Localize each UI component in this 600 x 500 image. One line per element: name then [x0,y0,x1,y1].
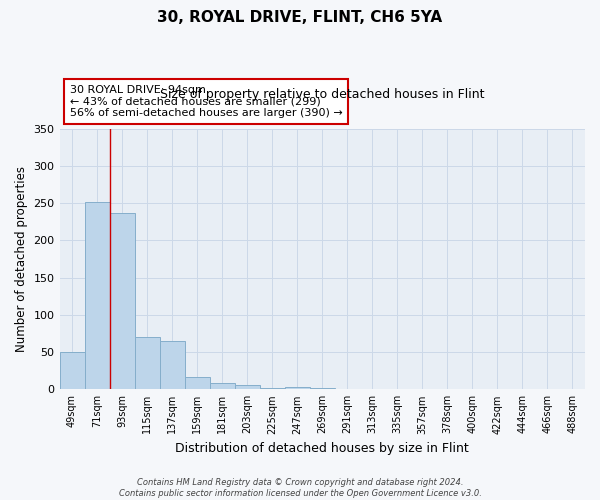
X-axis label: Distribution of detached houses by size in Flint: Distribution of detached houses by size … [175,442,469,455]
Bar [85,202,110,390]
Text: 30, ROYAL DRIVE, FLINT, CH6 5YA: 30, ROYAL DRIVE, FLINT, CH6 5YA [157,10,443,25]
Bar [310,388,335,390]
Bar [185,376,209,390]
Text: 30 ROYAL DRIVE: 94sqm
← 43% of detached houses are smaller (299)
56% of semi-det: 30 ROYAL DRIVE: 94sqm ← 43% of detached … [70,85,343,118]
Bar [235,385,260,390]
Y-axis label: Number of detached properties: Number of detached properties [15,166,28,352]
Bar [59,352,85,390]
Bar [110,213,134,390]
Bar [160,341,185,390]
Text: Contains HM Land Registry data © Crown copyright and database right 2024.
Contai: Contains HM Land Registry data © Crown c… [119,478,481,498]
Title: Size of property relative to detached houses in Flint: Size of property relative to detached ho… [160,88,485,101]
Bar [260,388,285,390]
Bar [134,337,160,390]
Bar [285,387,310,390]
Bar [209,382,235,390]
